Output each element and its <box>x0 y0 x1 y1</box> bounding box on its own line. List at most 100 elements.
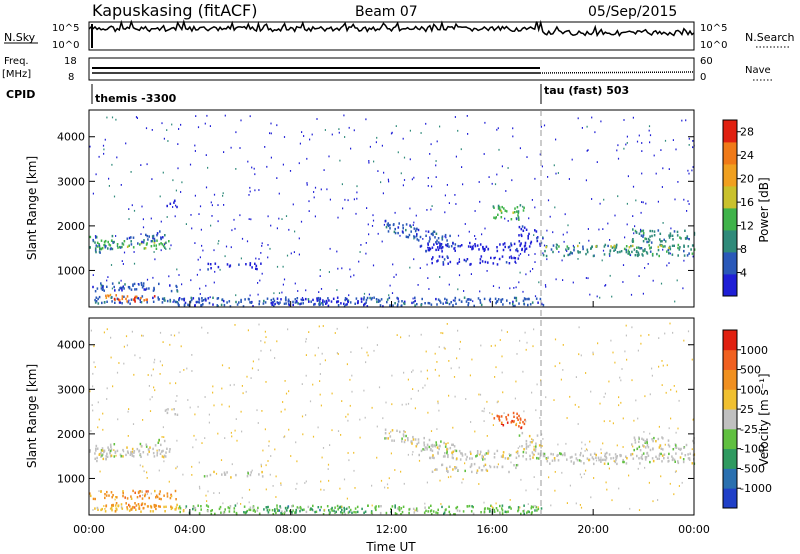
noise-cell <box>94 366 96 368</box>
scatter-cell <box>501 205 503 209</box>
scatter-cell <box>156 454 158 457</box>
noise-cell <box>489 300 491 303</box>
scatter-cell <box>343 506 345 510</box>
scatter-cell <box>466 505 469 508</box>
noise-cell <box>123 345 125 348</box>
scatter-cell <box>524 248 526 251</box>
scatter-cell <box>296 506 299 509</box>
colorbar-tick-label: 4 <box>740 267 747 280</box>
noise-cell <box>602 228 604 230</box>
scatter-cell <box>457 469 459 472</box>
scatter-cell <box>445 442 447 446</box>
noise-cell <box>413 258 415 261</box>
station-title: Kapuskasing (fitACF) <box>92 1 257 20</box>
noise-cell <box>480 344 482 347</box>
scatter-cell <box>508 506 510 509</box>
noise-cell <box>411 453 413 456</box>
scatter-cell <box>545 245 547 249</box>
noise-cell <box>359 436 361 439</box>
scatter-cell <box>272 513 275 516</box>
scatter-cell <box>165 505 167 508</box>
noise-cell <box>283 436 285 439</box>
noise-cell <box>427 277 429 279</box>
scatter-cell <box>140 455 142 458</box>
scatter-cell <box>538 456 541 460</box>
noise-cell <box>92 372 94 375</box>
xtick-label: 00:00 <box>678 523 710 536</box>
noise-cell <box>515 422 518 425</box>
noise-cell <box>436 428 438 430</box>
scatter-cell <box>315 510 318 513</box>
noise-cell <box>402 184 404 187</box>
scatter-cell <box>243 505 246 508</box>
scatter-cell <box>508 256 511 259</box>
noise-cell <box>546 258 548 261</box>
scatter-cell <box>525 247 528 250</box>
noise-cell <box>645 202 647 205</box>
scatter-cell <box>446 451 448 455</box>
scatter-cell <box>431 470 434 473</box>
noise-cell <box>363 292 366 295</box>
noise-cell <box>506 331 508 333</box>
scatter-cell <box>413 511 416 514</box>
noise-cell <box>391 131 393 134</box>
scatter-cell <box>322 300 324 304</box>
noise-cell <box>347 452 349 454</box>
scatter-cell <box>427 248 430 252</box>
scatter-cell <box>431 261 433 265</box>
scatter-cell <box>527 510 529 513</box>
noise-cell <box>302 433 304 436</box>
noise-cell <box>515 380 517 383</box>
scatter-cell <box>390 507 392 511</box>
noise-cell <box>464 462 466 465</box>
noise-cell <box>457 129 459 132</box>
scatter-cell <box>132 455 135 458</box>
noise-cell <box>261 272 263 275</box>
scatter-cell <box>516 247 518 251</box>
scatter-cell <box>494 297 497 300</box>
scatter-cell <box>634 441 637 444</box>
scatter-cell <box>264 301 267 304</box>
noise-cell <box>622 446 624 448</box>
scatter-cell <box>431 246 434 249</box>
noise-cell <box>494 376 496 378</box>
scatter-cell <box>519 243 522 247</box>
noise-cell <box>336 289 338 291</box>
noise-cell <box>616 149 618 152</box>
scatter-cell <box>392 304 394 307</box>
scatter-cell <box>130 240 132 243</box>
noise-cell <box>89 390 91 393</box>
noise-cell <box>251 469 253 472</box>
noise-cell <box>498 258 501 260</box>
noise-cell <box>459 348 461 350</box>
noise-cell <box>106 279 108 282</box>
noise-cell <box>146 278 149 281</box>
scatter-cell <box>140 510 142 513</box>
scatter-cell <box>152 447 154 451</box>
scatter-cell <box>183 304 186 307</box>
noise-cell <box>287 328 289 331</box>
scatter-cell <box>632 238 634 241</box>
noise-cell <box>360 244 362 246</box>
noise-cell <box>463 290 465 292</box>
noise-cell <box>543 124 546 127</box>
scatter-cell <box>493 508 495 512</box>
noise-cell <box>228 405 230 408</box>
noise-cell <box>436 361 438 363</box>
noise-cell <box>156 449 158 452</box>
scatter-cell <box>684 454 687 457</box>
noise-cell <box>525 273 527 276</box>
noise-cell <box>229 384 231 387</box>
scatter-cell <box>505 418 508 421</box>
noise-cell <box>163 137 165 140</box>
noise-cell <box>434 469 436 471</box>
scatter-cell <box>407 438 409 442</box>
noise-cell <box>590 390 592 393</box>
scatter-cell <box>397 231 399 235</box>
noise-cell <box>604 284 606 287</box>
noise-cell <box>93 345 95 348</box>
noise-cell <box>211 215 213 217</box>
scatter-cell <box>158 282 160 286</box>
noise-cell <box>348 294 350 297</box>
scatter-cell <box>673 230 676 233</box>
